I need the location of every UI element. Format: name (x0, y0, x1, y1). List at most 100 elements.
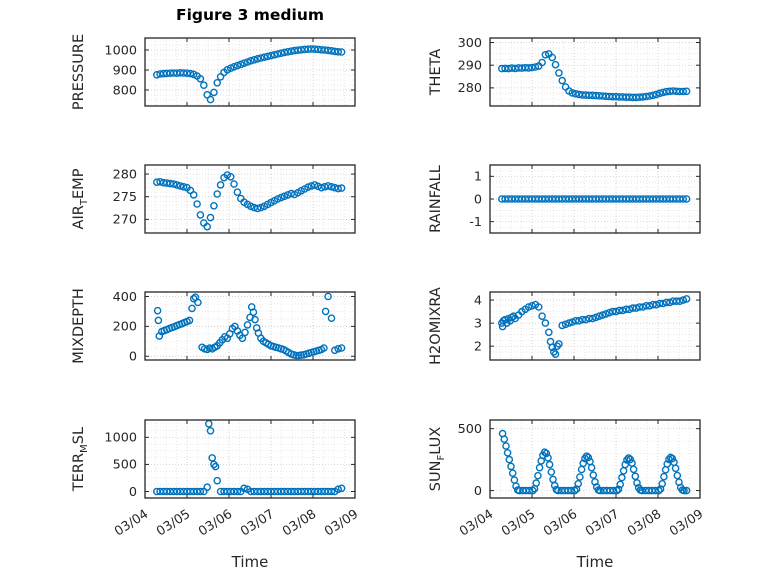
data-point-marker (613, 486, 621, 495)
y-tick-labels: 0 200 400 (113, 290, 137, 365)
data-point-marker (571, 486, 579, 495)
figure-title: Figure 3 medium (175, 6, 325, 24)
data-point-marker (679, 296, 688, 304)
data-point-marker (153, 306, 162, 315)
data-point-marker (226, 172, 235, 181)
data-point-marker (531, 63, 540, 71)
data-point-marker (502, 442, 510, 450)
y-tick-label: -1 (469, 215, 482, 230)
data-point-marker (629, 465, 638, 474)
data-point-marker (253, 204, 262, 213)
data-point-marker (292, 351, 301, 360)
y-tick-labels: 0 500 1000 (104, 431, 137, 500)
data-point-marker (208, 454, 216, 462)
subplot-rainfall: -1 0 1 (469, 164, 701, 234)
data-point-marker (544, 453, 552, 462)
data-point-marker (548, 343, 557, 352)
data-point-marker (631, 472, 640, 481)
data-point-marker (621, 460, 630, 469)
y-tick-label: 500 (458, 422, 482, 437)
subplot-mixdepth: 0 200 400 (113, 290, 356, 365)
data-point-marker (547, 468, 556, 476)
data-point-marker (676, 297, 684, 306)
x-axis-label-left: Time (231, 553, 269, 571)
data-point-marker (558, 76, 567, 85)
y-tick-label: 1 (474, 170, 482, 185)
data-point-marker (555, 69, 563, 77)
data-point-marker (649, 91, 657, 100)
data-point-marker (642, 301, 651, 310)
data-point-marker (334, 48, 343, 56)
data-point-marker (551, 350, 560, 359)
data-point-marker (568, 89, 577, 97)
data-point-marker (280, 192, 289, 201)
axes-box (144, 37, 356, 107)
data-point-marker (162, 179, 171, 187)
data-point-marker (589, 471, 598, 479)
data-point-marker (535, 463, 544, 472)
data-point-marker (206, 95, 215, 104)
y-tick-labels: 280 290 300 (458, 36, 482, 96)
data-point-marker (624, 454, 633, 462)
data-point-marker (240, 484, 248, 493)
data-point-marker (297, 351, 306, 359)
data-point-marker (592, 313, 600, 322)
data-point-marker (236, 60, 245, 69)
data-point-marker (524, 303, 533, 311)
data-point-marker (528, 63, 536, 72)
subplot-h2omixra: 2 3 4 (474, 291, 701, 361)
data-point-marker (598, 311, 607, 319)
y-tick-labels: 2 3 4 (474, 293, 482, 354)
y-tick-label: 280 (113, 167, 137, 182)
data-point-marker (196, 487, 205, 496)
data-point-marker (529, 486, 537, 495)
data-point-marker (193, 200, 201, 208)
data-point-marker (337, 48, 346, 56)
y-axis-label-mixdepth: MIXDEPTH (71, 288, 87, 364)
data-point-marker (626, 455, 635, 464)
x-tick-label: 03/09 (667, 507, 706, 540)
data-point-marker (199, 81, 208, 89)
data-point-marker (246, 202, 255, 211)
data-point-marker (679, 195, 688, 203)
data-point-marker (500, 435, 509, 444)
data-point-marker (204, 419, 213, 428)
data-point-marker (156, 177, 164, 186)
subplot-pressure: 800 900 1000 (104, 37, 356, 107)
data-point-marker (633, 479, 641, 487)
data-point-marker (270, 51, 279, 59)
data-point-marker (658, 479, 667, 488)
data-point-marker (507, 462, 515, 471)
data-point-marker (203, 483, 211, 492)
y-tick-labels: 270 275 280 (113, 167, 137, 227)
x-tick-labels: 03/04 03/05 03/06 03/07 03/08 03/09 (457, 507, 706, 540)
data-point-marker (230, 180, 238, 188)
data-point-marker (203, 222, 211, 231)
data-point-marker (679, 87, 688, 96)
axes-box (489, 419, 701, 499)
data-point-marker (206, 213, 215, 222)
data-point-marker (273, 195, 282, 203)
y-tick-label: 800 (113, 83, 137, 98)
y-tick-label: 0 (129, 485, 137, 500)
y-tick-labels: -1 0 1 (469, 170, 482, 230)
subplot-terr-msl: 0 500 1000 03/04 03/05 03/06 03/07 03/08 03/09 (104, 419, 361, 540)
data-point-marker (542, 449, 551, 458)
data-point-marker (166, 179, 174, 188)
data-point-marker (327, 487, 336, 496)
data-point-marker (505, 455, 514, 464)
data-point-marker (211, 462, 220, 471)
y-tick-label: 3 (474, 316, 482, 331)
data-point-marker (565, 319, 573, 327)
data-point-marker (188, 304, 196, 313)
data-point-marker (659, 299, 667, 308)
y-tick-label: 2 (474, 339, 482, 354)
data-point-marker (169, 180, 178, 188)
data-point-marker (655, 89, 664, 98)
x-tick-label: 03/06 (196, 507, 235, 540)
data-point-marker (548, 53, 557, 62)
data-point-marker (327, 314, 336, 323)
data-point-marker (538, 58, 546, 67)
data-point-marker (337, 184, 346, 192)
